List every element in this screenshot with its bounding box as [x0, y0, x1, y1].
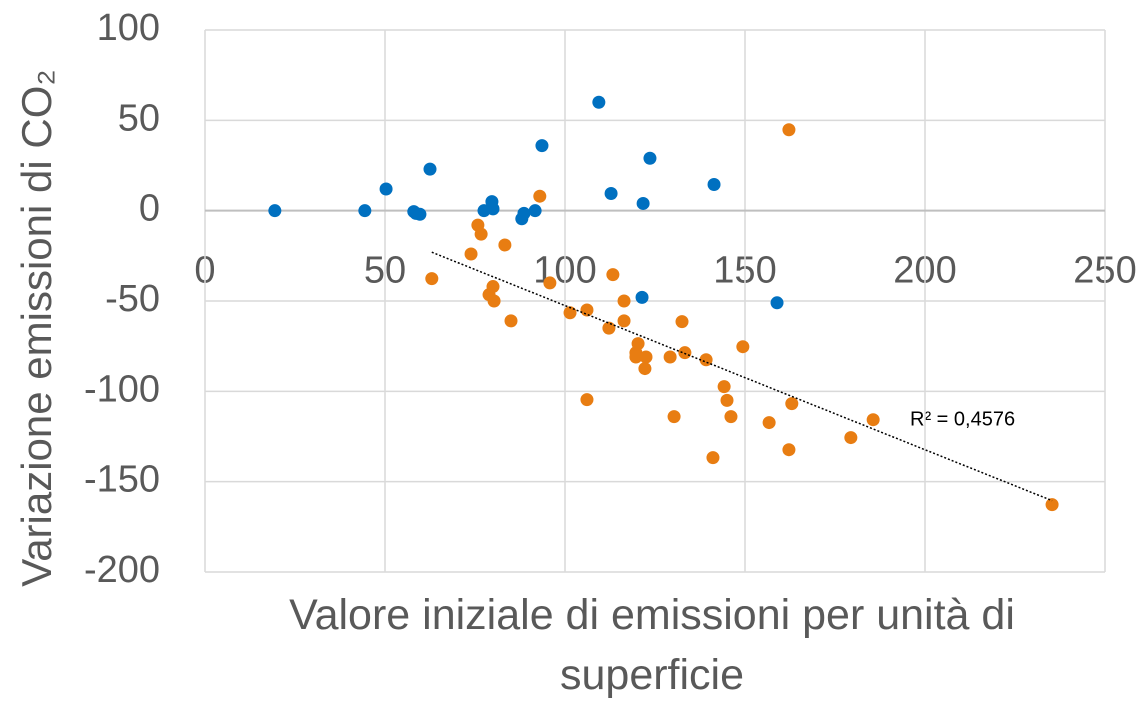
y-tick-label: 0	[139, 188, 160, 230]
point	[423, 162, 437, 176]
point	[699, 353, 713, 367]
point	[675, 315, 689, 329]
point	[707, 177, 721, 191]
y-tick-label: -200	[84, 549, 160, 591]
point	[498, 238, 512, 252]
point	[425, 272, 439, 286]
point	[543, 276, 557, 290]
point	[678, 346, 692, 360]
y-tick-label: 100	[97, 7, 160, 49]
point	[724, 410, 738, 424]
point	[379, 182, 393, 196]
point	[736, 340, 750, 354]
point	[487, 294, 501, 308]
point	[533, 189, 547, 203]
point	[617, 294, 631, 308]
y-tick-label: -150	[84, 459, 160, 501]
point	[535, 139, 549, 153]
point	[580, 303, 594, 317]
point	[866, 413, 880, 427]
point	[1045, 498, 1059, 512]
point	[635, 290, 649, 304]
point	[782, 123, 796, 137]
y-tick-label: -50	[105, 278, 160, 320]
point	[606, 268, 620, 282]
point	[604, 187, 618, 201]
point	[517, 206, 531, 220]
point	[770, 296, 784, 310]
point	[486, 202, 500, 216]
point	[643, 151, 657, 165]
point	[474, 227, 488, 241]
point	[629, 350, 643, 364]
point	[464, 247, 478, 261]
point	[504, 314, 518, 328]
point	[580, 393, 594, 407]
point	[636, 196, 650, 210]
point	[663, 350, 677, 364]
point	[762, 416, 776, 430]
point	[667, 410, 681, 424]
x-axis-title: Valore iniziale di emissioni per unità d…	[289, 591, 1015, 699]
trendline	[431, 251, 1053, 502]
point	[717, 380, 731, 394]
point	[638, 362, 652, 376]
annotation: R² = 0,4576	[910, 408, 1015, 430]
y-tick-label: -100	[84, 368, 160, 410]
point	[486, 280, 500, 294]
point	[706, 451, 720, 465]
point	[413, 207, 427, 221]
point	[785, 397, 799, 411]
point	[528, 204, 542, 218]
y-tick-label: 50	[118, 97, 160, 139]
point	[639, 350, 653, 364]
point	[358, 204, 372, 218]
point	[720, 393, 734, 407]
point	[592, 95, 606, 109]
point	[782, 443, 796, 457]
y-axis-title: Variazione emissioni di CO₂	[13, 69, 60, 586]
point	[602, 321, 616, 335]
point	[844, 431, 858, 445]
point	[617, 314, 631, 328]
point	[268, 204, 282, 218]
